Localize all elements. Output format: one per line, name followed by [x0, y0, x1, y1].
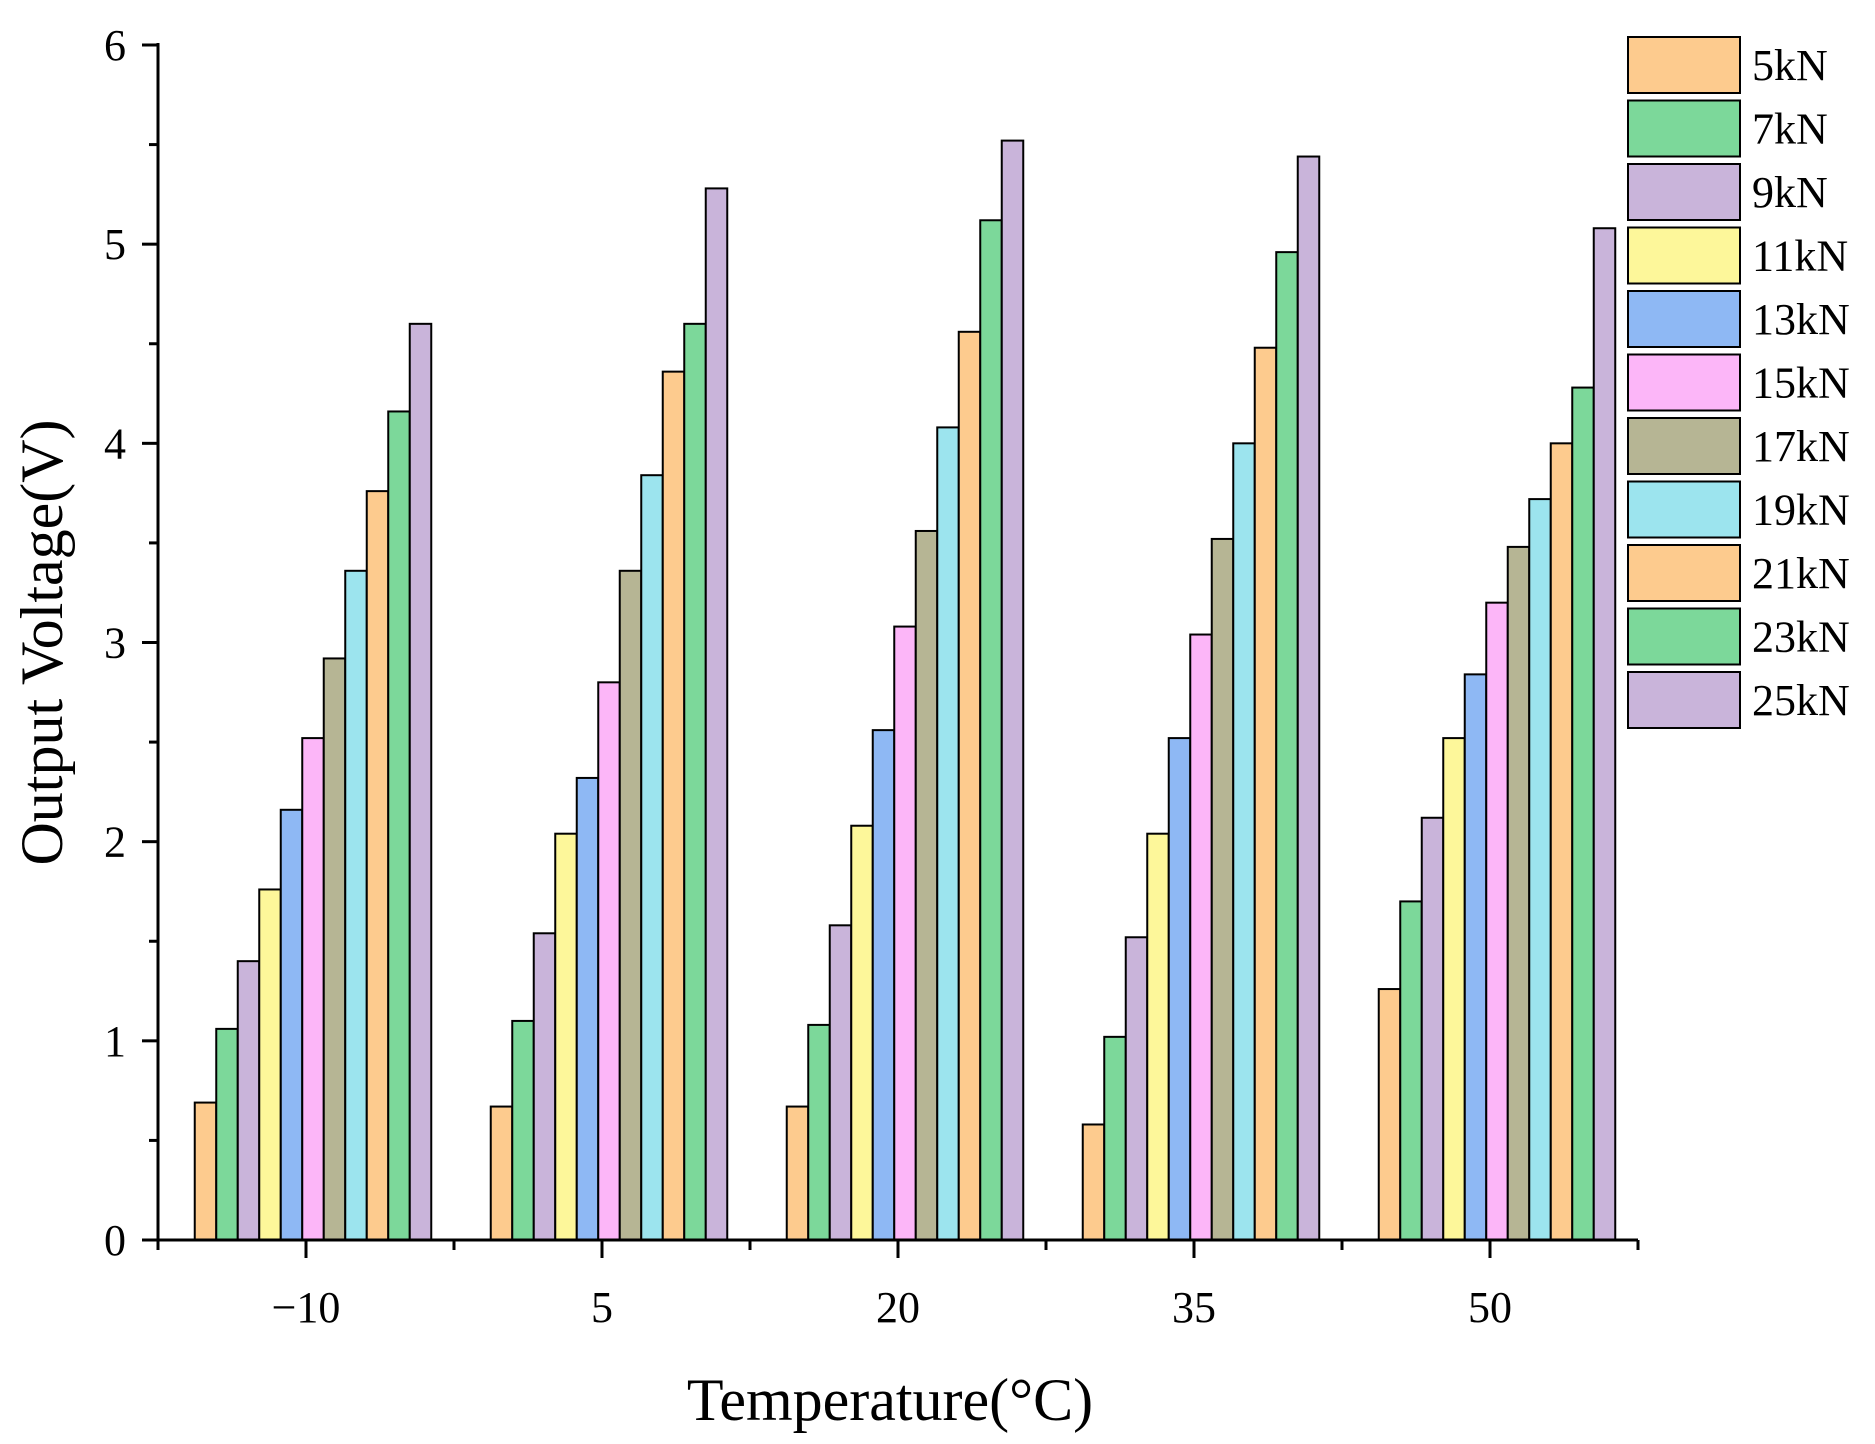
- bar-11kN-minus10: [258, 888, 282, 1241]
- bar-21kN-5: [661, 370, 686, 1241]
- bar-19kN-50: [1528, 498, 1552, 1242]
- bar-5kN-minus10: [193, 1101, 218, 1241]
- bar-15kN-minus10: [301, 737, 325, 1241]
- bar-5kN-5: [489, 1105, 514, 1242]
- legend-label-11kN: 11kN: [1752, 232, 1848, 281]
- bar-23kN-minus10: [387, 410, 411, 1241]
- bar-21kN-minus10: [365, 490, 390, 1241]
- x-axis-title: Temperature(°C): [687, 1367, 1093, 1433]
- bar-25kN-35: [1296, 155, 1321, 1242]
- legend-label-17kN: 17kN: [1752, 422, 1850, 471]
- bar-9kN-5: [532, 932, 557, 1241]
- bar-9kN-50: [1420, 816, 1445, 1241]
- bar-21kN-50: [1549, 442, 1574, 1242]
- bar-17kN-5: [618, 569, 643, 1241]
- legend-swatch-7kN: [1627, 99, 1741, 158]
- bar-9kN-35: [1124, 936, 1149, 1241]
- legend-swatch-19kN: [1627, 480, 1741, 539]
- y-tick-label: 3: [104, 619, 126, 668]
- bar-7kN-minus10: [215, 1027, 239, 1241]
- bar-5kN-35: [1081, 1123, 1106, 1241]
- bar-23kN-50: [1571, 386, 1595, 1242]
- bar-11kN-35: [1146, 832, 1170, 1241]
- bar-7kN-35: [1103, 1035, 1127, 1241]
- bar-19kN-minus10: [344, 569, 368, 1241]
- legend-label-23kN: 23kN: [1752, 613, 1850, 662]
- legend-label-5kN: 5kN: [1752, 41, 1828, 90]
- legend-swatch-15kN: [1627, 353, 1741, 412]
- legend-swatch-23kN: [1627, 607, 1741, 666]
- bar-23kN-5: [683, 322, 707, 1242]
- legend-swatch-13kN: [1627, 290, 1741, 348]
- x-ticks: −10 5 20 35 50: [156, 1240, 1640, 1332]
- bar-15kN-20: [893, 625, 917, 1241]
- bar-25kN-minus10: [408, 322, 433, 1242]
- x-tick-label: 5: [591, 1283, 613, 1332]
- x-tick-label: −10: [272, 1283, 341, 1332]
- bar-11kN-5: [554, 832, 578, 1241]
- bar-13kN-20: [871, 729, 896, 1242]
- bar-7kN-20: [807, 1023, 831, 1242]
- legend-label-19kN: 19kN: [1752, 486, 1850, 535]
- x-tick-label: 50: [1468, 1283, 1512, 1332]
- bar-5kN-20: [785, 1105, 810, 1242]
- bar-21kN-35: [1253, 346, 1278, 1241]
- y-tick-label: 0: [104, 1216, 126, 1265]
- bar-13kN-35: [1167, 737, 1192, 1241]
- legend-label-9kN: 9kN: [1752, 168, 1828, 217]
- legend-swatch-9kN: [1627, 163, 1741, 221]
- y-tick-label: 4: [104, 419, 126, 468]
- bar-15kN-50: [1485, 601, 1509, 1241]
- bar-17kN-minus10: [322, 657, 347, 1241]
- legend-label-25kN: 25kN: [1752, 676, 1850, 725]
- y-tick-label: 6: [104, 21, 126, 70]
- legend-swatch-17kN: [1627, 417, 1741, 475]
- legend-label-21kN: 21kN: [1752, 549, 1850, 598]
- bar-23kN-35: [1275, 251, 1299, 1241]
- x-tick-label: 20: [876, 1283, 920, 1332]
- bar-7kN-50: [1399, 900, 1423, 1242]
- bar-15kN-5: [597, 681, 621, 1241]
- bar-9kN-minus10: [236, 960, 261, 1242]
- bar-21kN-20: [957, 330, 982, 1241]
- bar-7kN-5: [511, 1019, 535, 1242]
- y-axis-title: Output Voltage(V): [9, 419, 75, 865]
- legend-swatch-21kN: [1627, 544, 1741, 602]
- bar-23kN-20: [979, 219, 1003, 1241]
- bar-19kN-20: [936, 426, 960, 1241]
- bar-19kN-35: [1232, 442, 1256, 1242]
- legend-label-7kN: 7kN: [1752, 105, 1828, 154]
- bar-13kN-5: [575, 776, 600, 1242]
- legend: 5kN 7kN 9kN 11kN 13kN 15kN 17kN 19kN 21kN 23kN 25k…: [1627, 36, 1850, 729]
- legend-label-13kN: 13kN: [1752, 295, 1850, 344]
- y-tick-label: 2: [104, 818, 126, 867]
- x-tick-label: 35: [1172, 1283, 1216, 1332]
- legend-swatch-5kN: [1627, 36, 1741, 94]
- bar-11kN-20: [850, 824, 874, 1241]
- bars-layer: [193, 139, 1617, 1242]
- y-ticks: 0 1 2 3 4 5 6: [104, 21, 158, 1265]
- legend-swatch-25kN: [1627, 671, 1741, 729]
- y-tick-label: 5: [104, 220, 126, 269]
- legend-label-15kN: 15kN: [1752, 359, 1850, 408]
- bar-25kN-50: [1592, 227, 1617, 1241]
- legend-swatch-11kN: [1627, 226, 1741, 285]
- bar-13kN-minus10: [279, 808, 304, 1241]
- y-tick-label: 1: [104, 1017, 126, 1066]
- bar-17kN-20: [914, 529, 939, 1241]
- bar-17kN-35: [1210, 537, 1235, 1241]
- bar-19kN-5: [640, 474, 664, 1241]
- bar-13kN-50: [1463, 673, 1488, 1241]
- bar-11kN-50: [1442, 737, 1466, 1241]
- bar-25kN-20: [1000, 139, 1025, 1242]
- bar-17kN-50: [1506, 545, 1531, 1241]
- bar-5kN-50: [1377, 988, 1402, 1241]
- bar-9kN-20: [828, 924, 853, 1241]
- bar-15kN-35: [1189, 633, 1213, 1241]
- bar-25kN-5: [704, 187, 729, 1241]
